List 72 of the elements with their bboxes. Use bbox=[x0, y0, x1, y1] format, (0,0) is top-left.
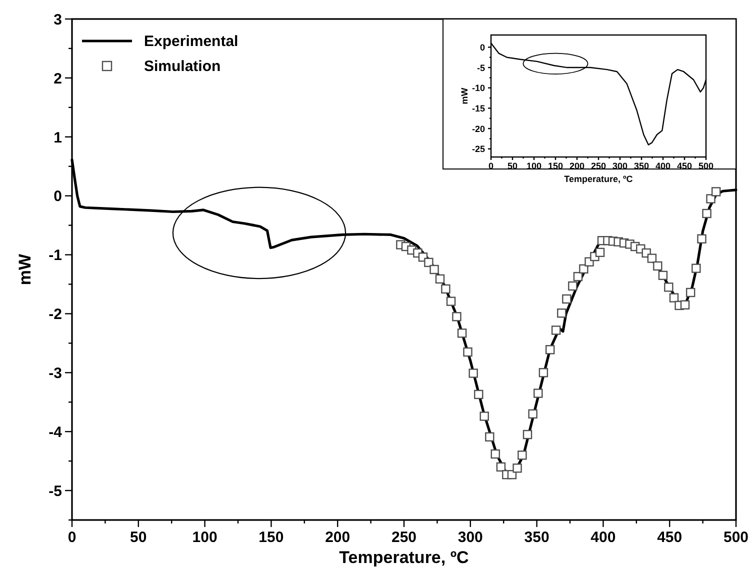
point bbox=[551, 326, 561, 335]
point bbox=[562, 294, 572, 304]
point bbox=[557, 308, 566, 318]
x-tick-label: 200 bbox=[325, 529, 350, 546]
point bbox=[692, 264, 701, 273]
y-tick-label: -4 bbox=[48, 424, 63, 441]
x-tick-label: 400 bbox=[590, 529, 616, 546]
y-tick-label: -3 bbox=[48, 365, 62, 382]
point bbox=[522, 430, 532, 440]
point bbox=[686, 288, 696, 298]
point bbox=[496, 462, 506, 472]
x-tick-label: 350 bbox=[524, 529, 550, 546]
y-tick-label: -15 bbox=[472, 103, 485, 114]
point bbox=[579, 264, 588, 274]
y-axis-title: mW bbox=[16, 252, 34, 286]
point bbox=[490, 449, 500, 459]
x-axis-title: Temperature, ºC bbox=[339, 548, 469, 567]
x-tick-label: 0 bbox=[68, 529, 76, 546]
point bbox=[669, 293, 679, 302]
point bbox=[480, 412, 489, 421]
y-axis-title: mW bbox=[459, 87, 470, 104]
x-axis-title: Temperature, ºC bbox=[564, 174, 634, 184]
y-tick-label: -25 bbox=[472, 144, 485, 154]
y-tick-label: 0 bbox=[480, 42, 485, 52]
x-tick-label: 100 bbox=[192, 529, 218, 546]
x-tick-label: 250 bbox=[391, 529, 417, 546]
point bbox=[653, 261, 662, 271]
point bbox=[474, 390, 484, 400]
point bbox=[463, 347, 472, 357]
point bbox=[664, 282, 674, 292]
x-tick-label: 500 bbox=[723, 529, 749, 546]
y-tick-label: 3 bbox=[54, 11, 62, 28]
point bbox=[658, 270, 668, 280]
point bbox=[435, 274, 445, 284]
y-tick-label: -5 bbox=[48, 482, 62, 500]
point bbox=[573, 272, 583, 282]
y-tick-label: -20 bbox=[472, 124, 485, 134]
point bbox=[518, 450, 527, 460]
point bbox=[424, 258, 434, 268]
point bbox=[647, 254, 657, 263]
point bbox=[430, 264, 439, 274]
point bbox=[711, 187, 721, 196]
y-tick-label: 0 bbox=[54, 188, 62, 206]
point bbox=[595, 248, 605, 258]
y-tick-label: -10 bbox=[472, 83, 485, 94]
y-tick-label: 1 bbox=[54, 129, 62, 146]
point bbox=[702, 208, 712, 218]
point bbox=[446, 296, 456, 306]
point bbox=[534, 388, 543, 398]
x-tick-label: 450 bbox=[657, 529, 682, 546]
y-tick-label: 2 bbox=[54, 70, 62, 88]
point bbox=[528, 409, 538, 419]
point bbox=[452, 312, 462, 322]
point bbox=[468, 368, 478, 378]
point bbox=[545, 345, 555, 354]
y-tick-label: -5 bbox=[476, 62, 485, 73]
legend-label: Experimental bbox=[144, 33, 238, 50]
legend-label: Simulation bbox=[144, 58, 221, 75]
point bbox=[697, 234, 706, 244]
point bbox=[568, 281, 578, 291]
y-tick-label: -1 bbox=[48, 247, 62, 264]
y-tick-label: -2 bbox=[48, 306, 62, 324]
point bbox=[538, 368, 548, 378]
point bbox=[512, 464, 522, 473]
x-tick-label: 150 bbox=[258, 529, 284, 546]
point bbox=[485, 432, 494, 442]
point bbox=[457, 328, 467, 338]
x-tick-label: 300 bbox=[458, 529, 483, 546]
point bbox=[706, 194, 716, 204]
point bbox=[680, 300, 690, 310]
x-tick-label: 50 bbox=[130, 529, 147, 546]
point bbox=[441, 284, 450, 294]
